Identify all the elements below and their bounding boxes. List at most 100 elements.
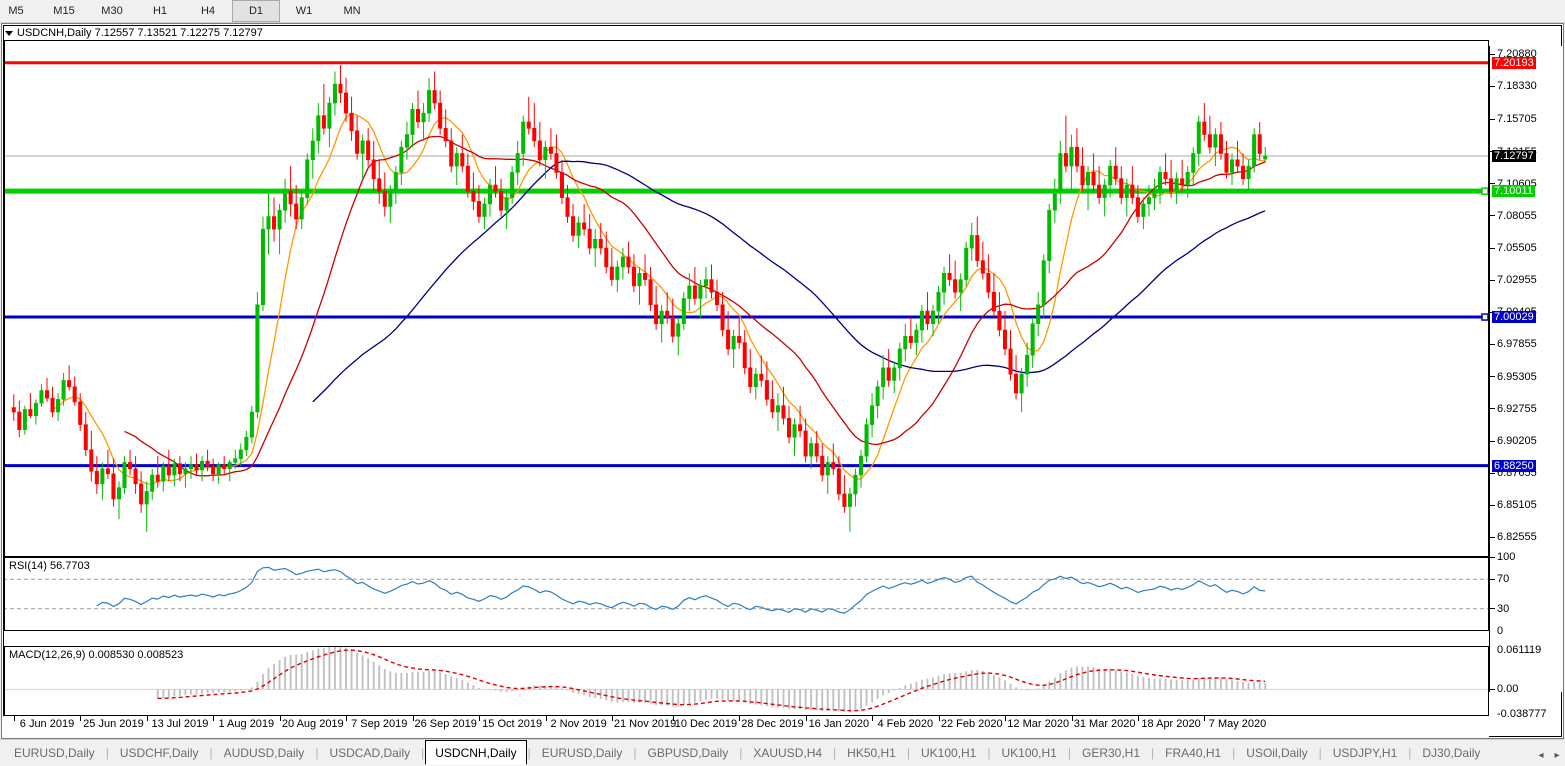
timeframe-button-h4[interactable]: H4 [200, 5, 216, 17]
rsi-line [96, 566, 1266, 614]
tab-separator: | [833, 745, 837, 760]
macd-pane[interactable] [3, 646, 1492, 718]
timeframe-button-m30[interactable]: M30 [101, 5, 123, 17]
chart-tab-list: EURUSD,Daily | USDCHF,Daily | AUDUSD,Daily | U… [4, 740, 1490, 765]
date-axis-separator [13, 716, 15, 721]
chart-tab-hk50-h1[interactable]: HK50,H1 [847, 746, 896, 760]
date-axis-separator [805, 716, 807, 721]
macd-chart-canvas[interactable] [3, 646, 1492, 718]
price-chip-resistance[interactable]: 7.20193 [1492, 56, 1536, 69]
chart-tab-ger30-h1[interactable]: GER30,H1 [1081, 746, 1141, 760]
date-axis-tick: 31 Mar 2020 [1073, 718, 1136, 730]
date-axis-separator [672, 716, 674, 721]
price-axis-tick: 6.85105 [1490, 500, 1537, 511]
tab-scroll-right-icon[interactable]: ▸ [1554, 749, 1560, 761]
date-axis-separator [1071, 716, 1073, 721]
price-axis-tick: 7.15705 [1490, 114, 1537, 125]
chart-tab-usdcad-daily[interactable]: USDCAD,Daily [329, 746, 411, 760]
rsi-chart-canvas[interactable] [3, 557, 1492, 631]
level-handle [1481, 187, 1489, 195]
rsi-axis-tick: 70 [1490, 574, 1509, 585]
tab-separator: | [527, 745, 531, 760]
chart-tab-uk100-h1[interactable]: UK100,H1 [920, 746, 977, 760]
macd-axis-tick: 0.061119 [1497, 644, 1542, 657]
chart-tab-uk100-h1[interactable]: UK100,H1 [1001, 746, 1057, 760]
price-axis-tick: 7.20880 [1490, 49, 1537, 60]
date-axis-separator [938, 716, 940, 721]
tab-separator: | [105, 745, 109, 760]
price-axis-tick: 7.08055 [1490, 210, 1537, 221]
price-axis-tick: 6.90205 [1490, 435, 1537, 446]
price-axis-tick: 7.02955 [1490, 275, 1537, 286]
rsi-axis-tick: 100 [1490, 552, 1515, 563]
chevron-down-icon[interactable] [5, 30, 13, 36]
price-chart-canvas[interactable] [3, 40, 1492, 557]
candle-group [11, 65, 1268, 532]
date-axis-tick: 25 Jun 2019 [83, 718, 144, 730]
date-axis-separator [611, 716, 613, 721]
ma-line-ma-slow [312, 160, 1266, 403]
chart-tab-eurusd-daily[interactable]: EURUSD,Daily [541, 746, 623, 760]
timeframe-button-m15[interactable]: M15 [53, 5, 75, 17]
date-axis-separator [739, 716, 741, 721]
tab-separator: | [1408, 745, 1412, 760]
chart-header-label: USDCNH,Daily 7.12557 7.13521 7.12275 7.1… [17, 27, 263, 39]
date-axis-tick: 28 Dec 2019 [741, 718, 804, 730]
chart-tab-usdchf-daily[interactable]: USDCHF,Daily [119, 746, 199, 760]
tab-separator: | [1318, 745, 1322, 760]
chart-tab-fra40-h1[interactable]: FRA40,H1 [1165, 746, 1222, 760]
tab-separator: | [209, 745, 213, 760]
chart-tab-bar[interactable]: EURUSD,Daily | USDCHF,Daily | AUDUSD,Daily | U… [0, 739, 1565, 765]
timeframe-button-w1[interactable]: W1 [295, 5, 313, 17]
tab-separator: | [987, 745, 991, 760]
rsi-label: RSI(14) 56.7703 [9, 560, 92, 572]
price-chip-mid-blue[interactable]: 7.00029 [1492, 311, 1536, 324]
chart-tab-xauusd-h4[interactable]: XAUUSD,H4 [753, 746, 823, 760]
timeframe-button-m5[interactable]: M5 [8, 5, 24, 17]
price-axis-tick: 6.87655 [1490, 468, 1537, 479]
chart-tab-usdjpy-h1[interactable]: USDJPY,H1 [1332, 746, 1398, 760]
ma-line-ma-fast [52, 112, 1266, 485]
rsi-pane[interactable] [3, 557, 1492, 631]
timeframe-button-mn[interactable]: MN [343, 5, 361, 17]
rsi-axis-tick: 0 [1497, 625, 1504, 637]
date-axis-separator [213, 716, 215, 721]
price-axis-tick: 7.18330 [1490, 81, 1537, 92]
rsi-axis-tick: 30 [1490, 603, 1509, 614]
chart-tab-gbpusd-daily[interactable]: GBPUSD,Daily [647, 746, 729, 760]
date-axis-tick: 13 Jul 2019 [151, 718, 209, 730]
price-axis-tick: 6.92755 [1490, 403, 1537, 414]
price-chip-support-green[interactable]: 7.10011 [1492, 185, 1535, 198]
tab-scroll-left-icon[interactable]: ◂ [1538, 749, 1544, 761]
date-axis-separator [479, 716, 481, 721]
date-axis[interactable]: 6 Jun 2019 25 Jun 2019 13 Jul 2019 1 Aug 20… [3, 715, 1489, 738]
chart-window[interactable]: USDCNH,Daily 7.12557 7.13521 7.12275 7.1… [1, 23, 1564, 739]
date-axis-separator [1138, 716, 1140, 721]
date-axis-tick: 26 Sep 2019 [414, 718, 477, 730]
chart-tab-audusd-daily[interactable]: AUDUSD,Daily [223, 746, 305, 760]
chart-tab-eurusd-daily[interactable]: EURUSD,Daily [14, 746, 95, 760]
tab-separator: | [315, 745, 319, 760]
timeframe-button-h1[interactable]: H1 [152, 5, 168, 17]
tab-separator: | [1151, 745, 1155, 760]
price-chip-low-blue[interactable]: 6.88250 [1492, 459, 1536, 472]
date-axis-separator [146, 716, 148, 721]
price-axis-tick: 6.95305 [1490, 371, 1537, 382]
date-axis-separator [412, 716, 414, 721]
price-chip-last-price[interactable]: 7.12797 [1492, 150, 1536, 163]
tab-separator: | [1232, 745, 1236, 760]
timeframe-button-d1[interactable]: D1 [232, 0, 280, 22]
price-pane[interactable] [3, 40, 1492, 557]
ma-line-ma-mid [124, 135, 1266, 477]
macd-signal-line [157, 649, 1266, 712]
chart-tab-usoil-daily[interactable]: USOil,Daily [1246, 746, 1308, 760]
chart-tab-usdcnh-daily[interactable]: USDCNH,Daily [425, 740, 527, 765]
macd-label: MACD(12,26,9) 0.008530 0.008523 [9, 649, 186, 661]
price-axis[interactable]: 7.208807.183307.157057.131557.106057.080… [1489, 46, 1563, 720]
tab-separator: | [739, 745, 743, 760]
tab-separator: | [421, 745, 425, 760]
chart-header[interactable]: USDCNH,Daily 7.12557 7.13521 7.12275 7.1… [5, 26, 263, 40]
timeframe-button-group: M5 M15 M30 H1 H4 D1 W1 MN [0, 0, 376, 22]
price-axis-tick: 6.97855 [1490, 339, 1537, 350]
chart-tab-dj30-daily[interactable]: DJ30,Daily [1422, 746, 1481, 760]
